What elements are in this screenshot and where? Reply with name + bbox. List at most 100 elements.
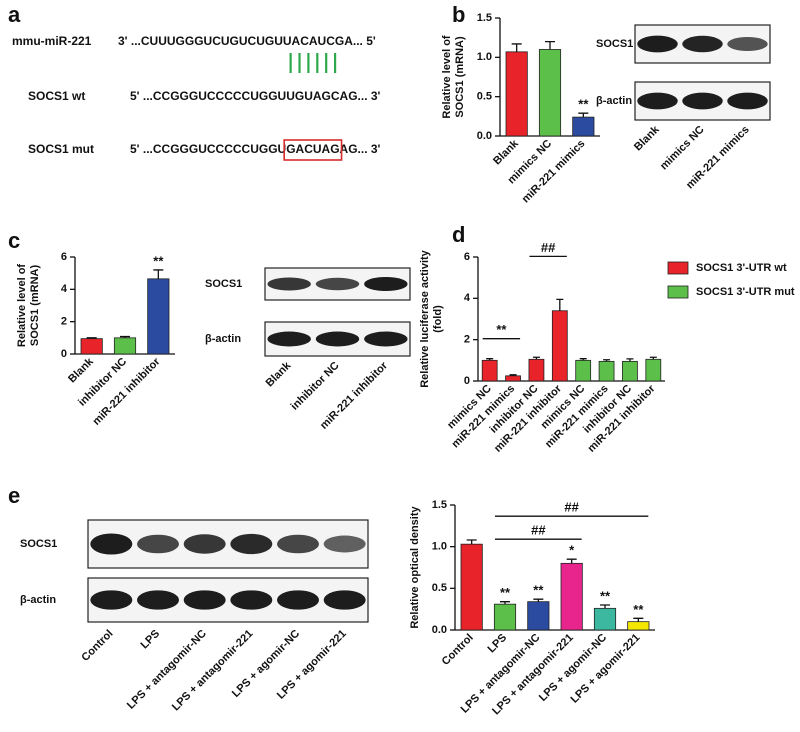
- blot-lane-label: LPS: [139, 628, 163, 652]
- bar: [460, 543, 483, 631]
- blot-band: [230, 533, 273, 555]
- error-bar: [511, 43, 522, 52]
- y-tick-label: 0.0: [432, 624, 447, 636]
- error-bar: [579, 358, 587, 361]
- blot-band: [637, 35, 678, 53]
- bar: [505, 375, 521, 382]
- legend-swatch: [667, 261, 689, 275]
- sequence: 3' ...CUUUGGGUCUGUCUGUUACAUCGA... 5': [118, 34, 376, 48]
- y-axis-label: SOCS1 (mRNA): [454, 36, 466, 118]
- bar: [560, 562, 583, 631]
- y-tick-label: 1.0: [432, 541, 447, 553]
- bar: [538, 49, 562, 137]
- legend-swatch: [667, 285, 689, 299]
- bar-label: **: [500, 585, 511, 600]
- blot-band: [727, 92, 768, 110]
- sequence-name: SOCS1 mut: [28, 142, 94, 156]
- bar: [505, 51, 528, 137]
- bar-label: **: [633, 602, 644, 617]
- legend-label: SOCS1 3'-UTR wt: [696, 262, 787, 274]
- bar-label: **: [153, 253, 164, 268]
- blot-lane-label: mimics NC: [658, 124, 707, 173]
- bar: [147, 278, 170, 355]
- error-bar: [649, 356, 657, 360]
- panel-label: b: [452, 2, 465, 27]
- bar-label: **: [578, 97, 589, 112]
- blot-band: [137, 590, 179, 610]
- y-axis-label: Relative level of: [16, 264, 28, 347]
- y-axis-label: Relative luciferase activity: [419, 249, 431, 387]
- blot-row-label: β-actin: [20, 594, 56, 606]
- blot-band: [315, 331, 360, 347]
- comparison-label: ##: [531, 523, 546, 538]
- blot-band: [230, 590, 273, 610]
- bar: [551, 310, 568, 382]
- blot-row-label: SOCS1: [596, 38, 633, 50]
- blot-band: [267, 277, 311, 291]
- error-bar: [500, 601, 510, 605]
- bar-label: **: [533, 583, 544, 598]
- bar: [481, 359, 498, 382]
- error-bar: [603, 359, 611, 362]
- blot-lane-label: Control: [79, 628, 115, 664]
- blot-band: [277, 534, 319, 554]
- error-bar: [626, 358, 634, 362]
- blot-band: [323, 590, 366, 610]
- error-bar: [153, 269, 164, 279]
- bar-label: *: [569, 543, 575, 558]
- y-tick-label: 1.5: [432, 499, 447, 511]
- blot-band: [682, 92, 723, 110]
- x-tick-label: Blank: [66, 355, 96, 385]
- y-axis-label: Relative level of: [441, 35, 453, 118]
- panel-label: d: [452, 222, 465, 247]
- error-bar: [466, 539, 477, 545]
- error-bar: [120, 335, 130, 338]
- blot-band: [277, 590, 319, 610]
- y-axis-label: Relative optical density: [409, 505, 421, 628]
- bar: [572, 116, 595, 137]
- blot-band: [315, 277, 360, 291]
- blot-frame: [87, 519, 369, 569]
- sequence: 5' ...CCGGGUCCCCCUGGUGACUAGAG... 3': [130, 142, 381, 156]
- legend-label: SOCS1 3'-UTR mut: [696, 286, 795, 298]
- error-bar: [533, 598, 544, 602]
- blot-band: [727, 36, 768, 52]
- error-bar: [578, 112, 589, 118]
- sequence-name: mmu-miR-221: [12, 34, 92, 48]
- blot-lane-label: LPS + antagomir-221: [170, 628, 256, 714]
- y-tick-label: 4: [464, 292, 471, 304]
- blot-band: [137, 534, 179, 554]
- comparison-label: ##: [564, 500, 579, 515]
- y-tick-label: 1.0: [477, 51, 492, 63]
- bar: [645, 358, 662, 382]
- panel-label: c: [8, 228, 20, 253]
- y-tick-label: 0.5: [477, 91, 492, 103]
- bar: [113, 337, 137, 355]
- blot-frame: [87, 577, 369, 623]
- error-bar: [556, 298, 564, 311]
- y-tick-label: 2: [61, 316, 67, 328]
- blot-band: [90, 590, 133, 610]
- blot-lane-label: inhibitor NC: [289, 360, 342, 413]
- blot-band: [183, 534, 226, 554]
- y-tick-label: 0.5: [432, 582, 447, 594]
- blot-lane-label: Blank: [632, 123, 662, 153]
- error-bar: [545, 40, 555, 50]
- bar: [593, 607, 617, 631]
- y-tick-label: 6: [61, 251, 67, 263]
- error-bar: [566, 558, 577, 564]
- y-tick-label: 4: [61, 283, 68, 295]
- x-tick-label: miR-221 mimics: [520, 138, 588, 206]
- bar: [80, 338, 103, 355]
- bar: [528, 358, 545, 382]
- highlight-box: [283, 139, 343, 161]
- blot-band: [637, 92, 678, 110]
- bar: [622, 360, 638, 382]
- bar: [598, 360, 615, 382]
- bar: [493, 603, 517, 631]
- error-bar: [486, 358, 494, 361]
- bar: [575, 359, 592, 382]
- y-axis-label: SOCS1 (mRNA): [29, 265, 41, 347]
- panel-label: a: [8, 2, 21, 27]
